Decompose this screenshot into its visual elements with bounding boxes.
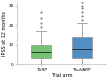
- X-axis label: Trial arm: Trial arm: [51, 73, 72, 78]
- PathPatch shape: [31, 45, 52, 58]
- PathPatch shape: [72, 37, 92, 58]
- Y-axis label: IPSS at 12 months: IPSS at 12 months: [2, 11, 7, 56]
